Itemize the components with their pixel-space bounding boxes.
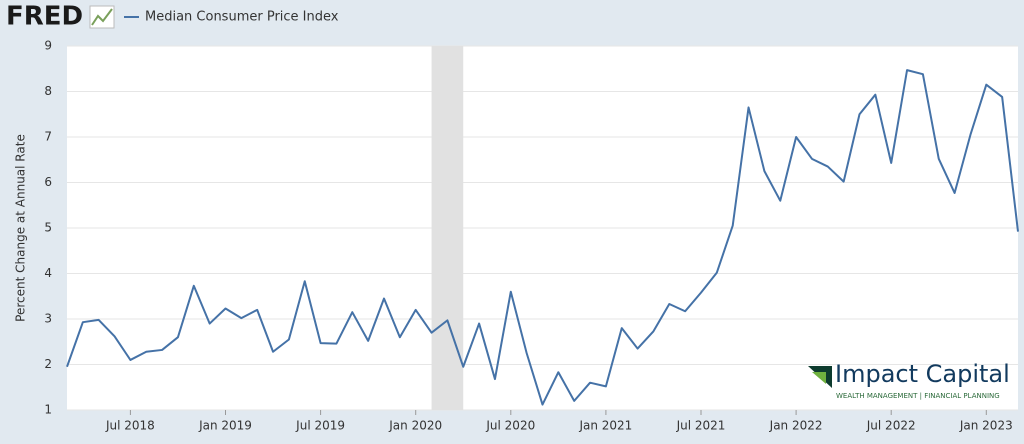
logo: FRED (6, 2, 83, 32)
x-tick-label: Jul 2021 (676, 419, 726, 433)
logo-icon (89, 5, 115, 29)
x-tick-label: Jan 2020 (388, 419, 442, 433)
watermark-subtitle: WEALTH MANAGEMENT | FINANCIAL PLANNING (836, 392, 1000, 400)
x-tick-label: Jan 2019 (198, 419, 252, 433)
x-tick-label: Jul 2019 (295, 419, 345, 433)
y-tick-label: 7 (44, 130, 52, 144)
x-tick-label: Jan 2023 (959, 419, 1013, 433)
marks (66, 69, 1019, 406)
y-tick-label: 5 (44, 221, 52, 235)
x-tick-label: Jul 2020 (485, 419, 535, 433)
grid (67, 45, 1018, 415)
y-tick-label: 3 (44, 312, 52, 326)
y-tick-label: 2 (44, 357, 52, 371)
y-tick-label: 1 (44, 403, 52, 417)
y-tick-label: 9 (44, 39, 52, 53)
data-line (66, 69, 1019, 406)
legend-label: Median Consumer Price Index (145, 10, 339, 25)
x-tick-label: Jul 2022 (866, 419, 916, 433)
x-tick-label: Jan 2022 (769, 419, 823, 433)
y-tick-label: 8 (44, 84, 52, 98)
watermark-title: Impact Capital (835, 360, 1010, 388)
y-axis-label: Percent Change at Annual Rate (14, 134, 28, 322)
y-tick-label: 4 (44, 266, 52, 280)
watermark: Impact Capital WEALTH MANAGEMENT | FINAN… (808, 360, 1010, 400)
x-tick-label: Jul 2018 (105, 419, 155, 433)
y-tick-label: 6 (44, 175, 52, 189)
x-tick-label: Jan 2021 (578, 419, 632, 433)
